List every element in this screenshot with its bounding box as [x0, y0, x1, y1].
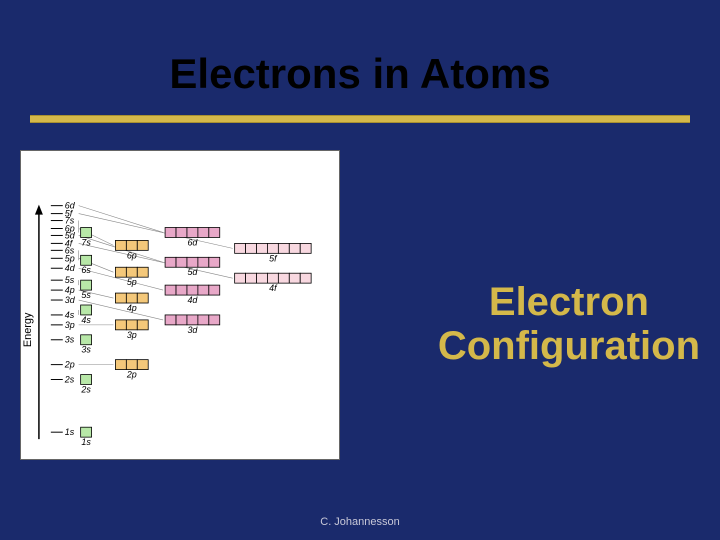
subtitle-line-1: Electron — [438, 280, 700, 324]
svg-text:3d: 3d — [65, 295, 76, 305]
svg-text:6p: 6p — [127, 250, 137, 260]
svg-text:3s: 3s — [81, 345, 91, 355]
svg-text:1s: 1s — [81, 437, 91, 447]
svg-text:4p: 4p — [127, 303, 137, 313]
svg-text:2p: 2p — [64, 360, 75, 370]
svg-text:5d: 5d — [187, 267, 198, 277]
svg-text:4f: 4f — [269, 283, 278, 293]
svg-text:3d: 3d — [187, 325, 198, 335]
svg-text:6d: 6d — [187, 237, 198, 247]
svg-text:5f: 5f — [269, 253, 278, 263]
svg-text:2s: 2s — [80, 384, 91, 394]
svg-text:3s: 3s — [65, 335, 75, 345]
title-underline — [30, 115, 690, 123]
svg-text:4d: 4d — [65, 263, 76, 273]
svg-text:4p: 4p — [65, 285, 75, 295]
svg-text:1s: 1s — [65, 427, 75, 437]
svg-text:Energy: Energy — [22, 312, 34, 347]
energy-level-diagram: Energy1s2s2p3s3p4s3d4p5s4d5p6s4f5d6p7s5f… — [20, 150, 340, 460]
svg-text:5s: 5s — [65, 275, 75, 285]
svg-text:6s: 6s — [81, 265, 91, 275]
svg-text:2s: 2s — [64, 374, 75, 384]
svg-text:4s: 4s — [81, 315, 91, 325]
subtitle-line-2: Configuration — [438, 324, 700, 368]
svg-text:4s: 4s — [65, 310, 75, 320]
svg-text:3p: 3p — [127, 330, 137, 340]
svg-text:5s: 5s — [81, 290, 91, 300]
subtitle: Electron Configuration — [438, 280, 700, 368]
svg-text:3p: 3p — [65, 320, 75, 330]
svg-text:4d: 4d — [187, 295, 198, 305]
svg-text:6d: 6d — [65, 201, 76, 211]
page-title: Electrons in Atoms — [0, 0, 720, 98]
svg-text:7s: 7s — [81, 237, 91, 247]
footer-credit: C. Johannesson — [0, 516, 720, 528]
svg-text:5p: 5p — [127, 277, 137, 287]
svg-text:2p: 2p — [126, 370, 137, 380]
